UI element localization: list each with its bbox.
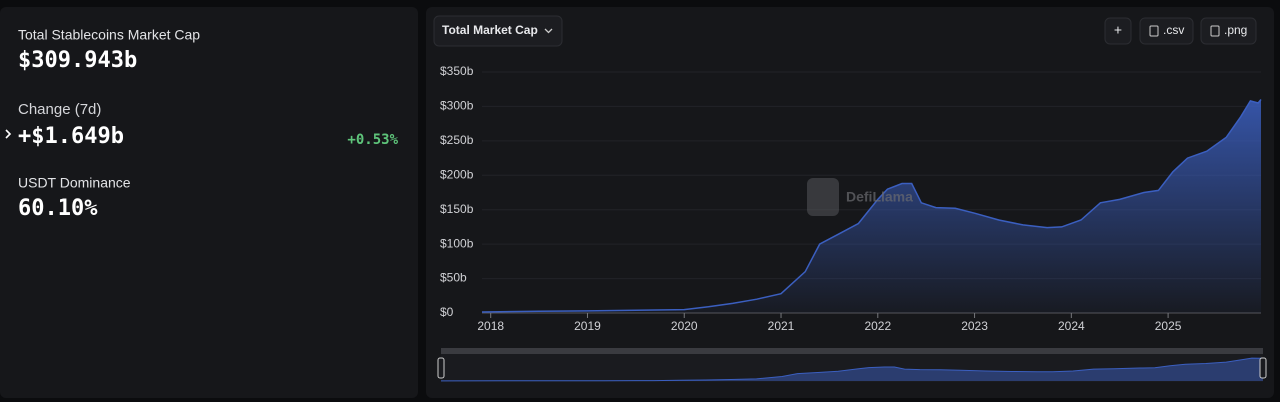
- x-tick-label: 2020: [671, 319, 698, 333]
- y-tick-label: $350b: [440, 64, 474, 78]
- y-tick-label: $200b: [440, 167, 474, 181]
- watermark-logo: [807, 178, 839, 216]
- x-tick-label: 2022: [864, 319, 891, 333]
- dropdown-label: Total Market Cap: [442, 23, 538, 37]
- stat-label: USDT Dominance: [18, 175, 131, 191]
- navigator-handle[interactable]: [1259, 357, 1267, 379]
- x-tick-label: 2021: [768, 319, 795, 333]
- y-tick-label: $150b: [440, 202, 474, 216]
- navigator-area: [441, 358, 1263, 381]
- x-tick-label: 2025: [1155, 319, 1182, 333]
- y-tick-label: $0: [440, 305, 454, 319]
- y-tick-label: $300b: [440, 99, 474, 113]
- file-icon: [1210, 25, 1220, 37]
- stat-value: 60.10%: [18, 196, 98, 221]
- add-button[interactable]: [1104, 17, 1132, 45]
- button-label: .csv: [1163, 23, 1184, 37]
- x-tick-label: 2019: [574, 319, 601, 333]
- x-tick-label: 2018: [477, 319, 504, 333]
- png-button[interactable]: [1200, 17, 1257, 45]
- x-tick-label: 2023: [961, 319, 988, 333]
- y-tick-label: $250b: [440, 133, 474, 147]
- y-tick-label: $100b: [440, 236, 474, 250]
- csv-button[interactable]: [1139, 17, 1194, 45]
- metric-dropdown[interactable]: [433, 15, 563, 47]
- navigator-handle[interactable]: [437, 357, 445, 379]
- line: [481, 99, 1262, 313]
- change-percent: +0.53%: [347, 132, 398, 148]
- button-label: .png: [1224, 23, 1247, 37]
- x-tick-label: 2024: [1058, 319, 1085, 333]
- stat-label: Change (7d): [18, 101, 101, 118]
- navigator-bar[interactable]: [441, 348, 1263, 354]
- y-tick-label: $50b: [440, 271, 467, 285]
- navigator-line: [440, 357, 1264, 382]
- stat-label: Total Stablecoins Market Cap: [18, 27, 200, 43]
- stat-value: $309.943b: [18, 48, 137, 73]
- stats-panel: [0, 7, 418, 398]
- file-icon: [1149, 25, 1159, 37]
- expand-chevron[interactable]: [5, 129, 12, 139]
- plot: $0 $50b $100b $150b $200b $250b $300b $350b 2018…: [440, 64, 1262, 333]
- watermark: DefiLlama: [846, 189, 913, 205]
- navigator-series: [440, 357, 1264, 382]
- button-label: +: [1114, 22, 1122, 38]
- area: [482, 99, 1261, 313]
- stat-value: +$1.649b: [18, 124, 124, 149]
- dropdown-caret: [544, 28, 553, 34]
